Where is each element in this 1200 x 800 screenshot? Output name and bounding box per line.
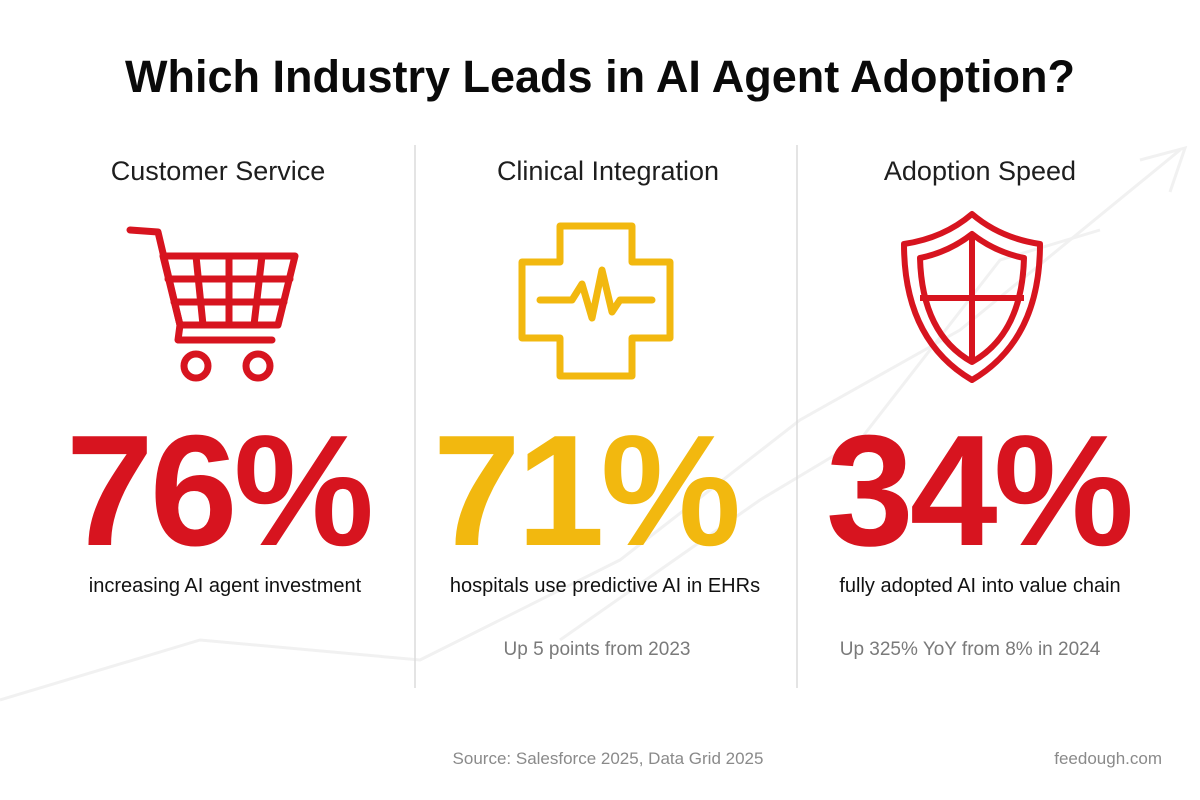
- description: fully adopted AI into value chain: [839, 575, 1120, 597]
- note: Up 325% YoY from 8% in 2024: [840, 639, 1101, 660]
- panel-heading: Clinical Integration: [497, 156, 719, 186]
- brand: feedough.com: [1054, 749, 1162, 768]
- stat: 76%: [66, 403, 371, 579]
- description: increasing AI agent investment: [89, 575, 362, 597]
- stat: 34%: [826, 403, 1131, 579]
- panel-heading: Customer Service: [111, 156, 326, 186]
- description: hospitals use predictive AI in EHRs: [450, 575, 760, 597]
- title: Which Industry Leads in AI Agent Adoptio…: [125, 51, 1075, 102]
- stat: 71%: [433, 403, 738, 579]
- background-arrows: [0, 145, 1188, 702]
- note: Up 5 points from 2023: [504, 639, 691, 660]
- medical-icon: [518, 222, 674, 380]
- shield-icon: [901, 211, 1043, 383]
- cart-icon: [126, 226, 299, 382]
- panel-heading: Adoption Speed: [884, 156, 1076, 186]
- source: Source: Salesforce 2025, Data Grid 2025: [453, 749, 764, 768]
